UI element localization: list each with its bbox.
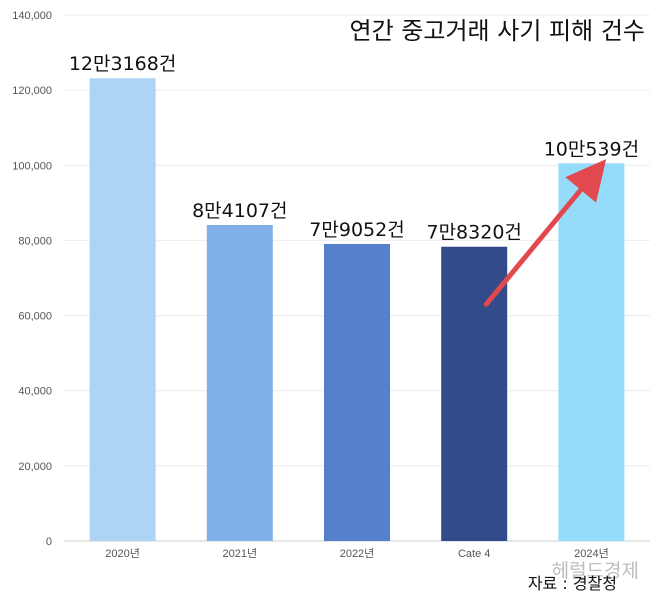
data-labels: 12만3168건 8만4107건 7만9052건 7만8320건 10만539건 [69, 53, 639, 244]
chart-title: 연간 중고거래 사기 피해 건수 [350, 17, 645, 45]
trend-arrow [483, 159, 607, 307]
bar [89, 78, 156, 541]
data-label: 12만3168건 [69, 53, 177, 75]
y-tick-label: 120,000 [12, 85, 52, 97]
watermark-text: 헤럴드경제 [552, 560, 639, 582]
y-tick-label: 100,000 [12, 160, 52, 172]
y-tick-label: 40,000 [18, 386, 52, 398]
x-category-label: 2022년 [340, 547, 375, 560]
source-note: 자료 : 경찰청 [528, 574, 617, 593]
data-label: 10만539건 [544, 138, 639, 160]
x-axis-categories: 2020년 2021년 2022년 Cate 4 2024년 [105, 547, 608, 560]
x-category-label: 2021년 [223, 547, 258, 560]
y-tick-label: 20,000 [18, 461, 52, 473]
x-category-label: 2024년 [574, 547, 609, 560]
data-label: 7만8320건 [426, 222, 521, 244]
y-axis-ticks: 0 20,000 40,000 60,000 80,000 100,000 120,000 1… [12, 10, 52, 548]
bars [89, 78, 625, 541]
x-category-label: 2020년 [105, 547, 140, 560]
x-category-label: Cate 4 [458, 548, 490, 560]
y-tick-label: 80,000 [18, 235, 52, 247]
data-label: 7만9052건 [309, 219, 404, 241]
y-tick-label: 60,000 [18, 311, 52, 323]
bar [324, 243, 390, 541]
bar [558, 163, 625, 541]
data-label: 8만4107건 [192, 200, 287, 222]
bar [206, 224, 273, 541]
y-tick-label: 0 [46, 536, 52, 548]
y-tick-label: 140,000 [12, 10, 52, 22]
